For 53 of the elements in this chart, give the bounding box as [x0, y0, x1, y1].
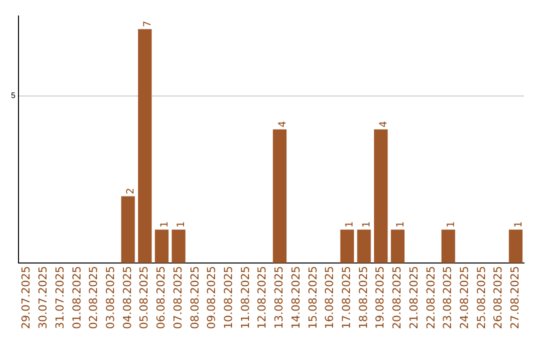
- x-tick-label: 22.08.2025: [424, 266, 438, 330]
- x-tick-label: 06.08.2025: [154, 266, 168, 330]
- x-tick-label: 20.08.2025: [390, 266, 404, 330]
- x-tick-label: 11.08.2025: [238, 266, 252, 330]
- data-label: 1: [395, 221, 406, 228]
- data-label: 1: [159, 221, 170, 228]
- bar: [121, 196, 135, 264]
- x-tick-label: 03.08.2025: [104, 266, 118, 330]
- bar: [272, 129, 287, 264]
- data-label: 7: [142, 20, 154, 28]
- bar: [390, 230, 405, 264]
- bar: [441, 230, 456, 264]
- data-label: 1: [513, 221, 524, 228]
- x-tick-label: 18.08.2025: [356, 266, 370, 330]
- bar: [340, 230, 354, 264]
- x-tick-label: 27.08.2025: [508, 266, 522, 330]
- bar: [374, 129, 388, 264]
- x-tick-label: 02.08.2025: [87, 266, 100, 330]
- x-tick-label: 26.08.2025: [492, 266, 505, 330]
- x-tick-label: 31.07.2025: [53, 266, 66, 330]
- bar: [508, 230, 523, 264]
- x-tick-label: 01.08.2025: [70, 266, 84, 330]
- x-tick-label: 12.08.2025: [256, 266, 269, 330]
- x-tick-label: 04.08.2025: [120, 266, 134, 330]
- x-tick-label: 30.07.2025: [36, 266, 50, 330]
- x-tick-label: 14.08.2025: [289, 266, 302, 330]
- x-tick-label: 21.08.2025: [407, 266, 420, 330]
- x-tick-label: 23.08.2025: [441, 266, 454, 330]
- x-tick-label: 17.08.2025: [340, 266, 353, 330]
- x-tick-label: 15.08.2025: [306, 266, 320, 330]
- data-label: 1: [344, 221, 356, 228]
- bar: [357, 230, 371, 264]
- bar: [172, 230, 186, 264]
- x-tick-label: 05.08.2025: [138, 266, 151, 330]
- x-tick-label: 08.08.2025: [188, 266, 202, 330]
- x-tick-label: 25.08.2025: [474, 266, 488, 330]
- x-tick-label: 07.08.2025: [171, 266, 184, 330]
- x-tick-label: 16.08.2025: [323, 266, 336, 330]
- data-label: 4: [277, 121, 288, 128]
- data-label: 2: [126, 188, 137, 194]
- x-tick-label: 09.08.2025: [205, 266, 218, 330]
- x-tick-label: 19.08.2025: [374, 266, 387, 330]
- x-tick-label: 24.08.2025: [458, 266, 471, 330]
- bar: [154, 230, 169, 264]
- data-label: 1: [446, 221, 457, 228]
- data-label: 4: [378, 121, 390, 128]
- x-tick-label: 10.08.2025: [222, 266, 236, 330]
- bar: [138, 29, 152, 264]
- x-tick-label: 13.08.2025: [272, 266, 286, 330]
- x-tick-label: 29.07.2025: [20, 266, 33, 330]
- data-label: 1: [176, 221, 188, 228]
- data-label: 1: [362, 221, 373, 228]
- y-tick-label: 5: [10, 91, 16, 100]
